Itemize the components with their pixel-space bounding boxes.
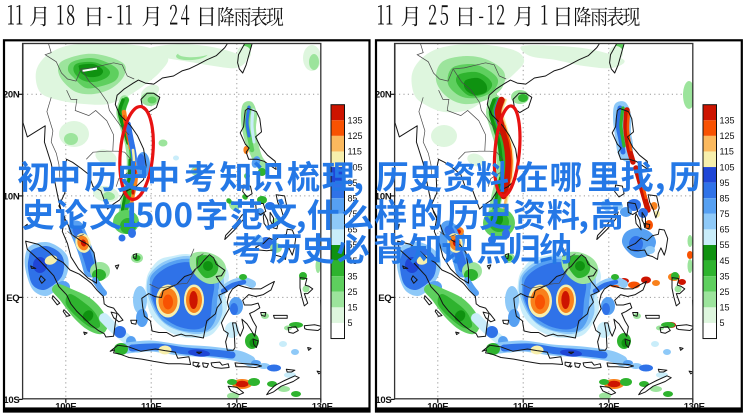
svg-text:135: 135 [720,115,735,125]
svg-text:EQ: EQ [378,293,391,304]
svg-text:10N: 10N [3,191,20,202]
svg-text:55: 55 [348,240,358,250]
svg-text:65: 65 [720,225,730,235]
svg-text:10S: 10S [375,395,391,406]
svg-text:10S: 10S [3,395,19,406]
svg-text:120E: 120E [226,402,247,413]
svg-text:75: 75 [720,209,730,219]
svg-text:125: 125 [720,131,735,141]
svg-text:25: 25 [720,287,730,297]
svg-text:105: 105 [348,162,363,172]
svg-text:5: 5 [720,318,725,328]
svg-text:105: 105 [720,162,735,172]
svg-text:135: 135 [348,115,363,125]
svg-text:120E: 120E [598,402,619,413]
svg-text:5: 5 [348,318,353,328]
svg-text:100E: 100E [55,402,76,413]
svg-text:100E: 100E [427,402,448,413]
svg-text:110E: 110E [141,402,161,413]
svg-text:125: 125 [348,131,363,141]
svg-text:15: 15 [720,303,730,313]
svg-text:EQ: EQ [6,293,19,304]
svg-text:115: 115 [720,147,734,157]
svg-text:35: 35 [720,271,730,281]
svg-text:10N: 10N [375,191,392,202]
svg-text:115: 115 [348,147,362,157]
svg-text:85: 85 [720,193,730,203]
svg-text:35: 35 [348,271,358,281]
svg-text:25: 25 [348,287,358,297]
svg-text:130E: 130E [312,402,333,413]
svg-text:95: 95 [720,178,730,188]
svg-text:75: 75 [348,209,358,219]
svg-text:85: 85 [348,193,358,203]
svg-text:15: 15 [348,303,358,313]
svg-text:110E: 110E [513,402,533,413]
svg-text:130E: 130E [684,402,705,413]
svg-text:20N: 20N [375,90,392,101]
svg-text:45: 45 [720,256,730,266]
svg-text:20N: 20N [3,90,20,101]
svg-text:65: 65 [348,225,358,235]
svg-text:55: 55 [720,240,730,250]
